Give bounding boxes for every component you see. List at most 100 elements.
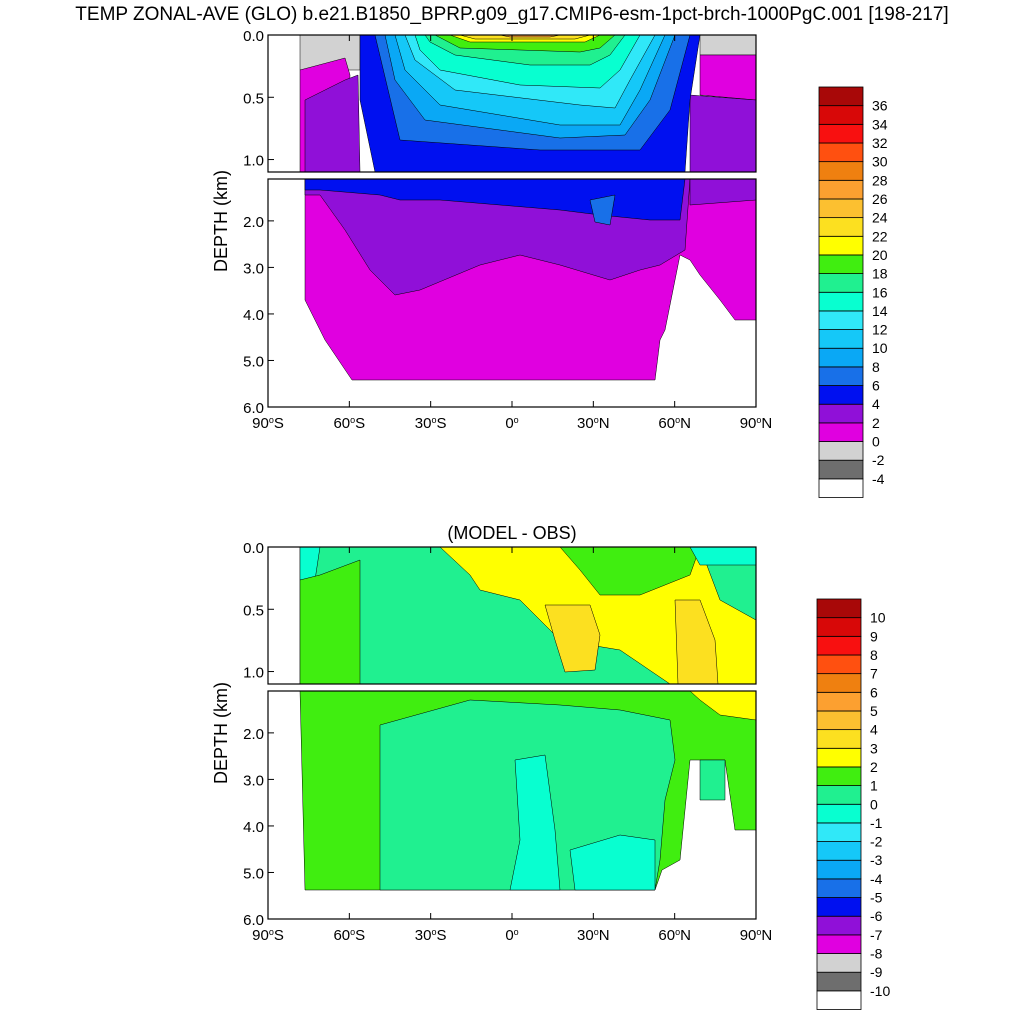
x-tick-label: 60oS <box>333 415 365 432</box>
colorbar-label: -2 <box>870 834 883 850</box>
colorbar-swatch <box>816 617 862 637</box>
x-tick-label: 60oS <box>333 927 365 944</box>
colorbar-label: 7 <box>870 666 878 682</box>
colorbar-swatch <box>818 329 864 349</box>
colorbar-label: -9 <box>870 964 883 980</box>
colorbar-swatch <box>816 971 862 992</box>
colorbar-label: -1 <box>870 815 883 831</box>
colorbar-label: 0 <box>870 796 878 812</box>
colorbar-label: 0 <box>872 434 880 450</box>
colorbar-swatch <box>816 897 862 917</box>
colorbar-swatch <box>816 822 862 842</box>
x-tick-label: 60oN <box>658 927 691 944</box>
y-tick-label: 5.0 <box>243 353 264 370</box>
colorbar-label: 10 <box>872 340 888 356</box>
contour-region <box>699 54 756 101</box>
colorbar-label: 9 <box>870 628 878 644</box>
colorbar-swatch <box>816 785 862 805</box>
colorbar-swatch <box>818 235 864 256</box>
colorbar-label: 6 <box>870 684 878 700</box>
y-tick-label: 6.0 <box>243 400 264 417</box>
x-tick-label: 0o <box>505 415 518 432</box>
colorbar-swatch <box>818 441 864 461</box>
x-tick-label: 90oN <box>740 415 773 432</box>
colorbar-swatch <box>818 291 864 312</box>
y-tick-label: 3.0 <box>243 772 264 789</box>
colorbar-swatch <box>816 635 862 656</box>
colorbar-swatch <box>818 366 864 386</box>
contour-region <box>689 179 756 206</box>
x-tick-label: 90oN <box>740 927 773 944</box>
colorbar-label: -10 <box>870 983 890 999</box>
colorbar-label: -6 <box>870 908 883 924</box>
contour-fill <box>299 35 756 381</box>
colorbar-label: -4 <box>872 471 885 487</box>
y-axis-label: DEPTH (km) <box>211 170 231 272</box>
x-tick-label: 30oS <box>415 927 447 944</box>
figure-title: TEMP ZONAL-AVE (GLO) b.e21.B1850_BPRP.g0… <box>75 4 949 25</box>
colorbar-label: 36 <box>872 98 888 114</box>
x-tick-label: 30oN <box>577 415 610 432</box>
colorbar-label: -5 <box>870 890 883 906</box>
x-tick-label: 60oN <box>658 415 691 432</box>
y-tick-label: 1.0 <box>243 153 264 170</box>
contour-region <box>699 35 756 56</box>
colorbar-label: 14 <box>872 303 888 319</box>
colorbar-swatch <box>818 198 864 219</box>
colorbar-label: 2 <box>870 759 878 775</box>
colorbar-swatch <box>816 990 862 1010</box>
colorbar-swatch <box>818 310 864 330</box>
colorbar-label: -3 <box>870 852 883 868</box>
y-tick-label: 2.0 <box>243 214 264 231</box>
colorbar-swatch <box>818 403 864 424</box>
colorbar-swatch <box>816 803 862 824</box>
colorbar-swatch <box>818 273 864 293</box>
colorbar-swatch <box>816 729 862 749</box>
colorbar-label: 18 <box>872 266 888 282</box>
contour-region <box>689 691 756 721</box>
colorbar-swatch <box>816 710 862 731</box>
contour-region <box>509 754 561 891</box>
y-tick-label: 0.0 <box>243 540 264 557</box>
x-tick-label: 30oN <box>577 927 610 944</box>
contour-region <box>544 604 601 673</box>
colorbar-swatch <box>818 86 864 107</box>
contour-region <box>299 559 361 684</box>
colorbar-label: 34 <box>872 116 888 132</box>
colorbar-label: -2 <box>872 452 885 468</box>
colorbar-swatch <box>816 598 862 619</box>
colorbar-label: 28 <box>872 172 888 188</box>
colorbar-label: 22 <box>872 228 888 244</box>
colorbar-swatch <box>816 747 862 768</box>
colorbar-label: 24 <box>872 210 888 226</box>
colorbar-label: -4 <box>870 871 883 887</box>
x-tick-label: 30oS <box>415 415 447 432</box>
colorbar-label: 1 <box>870 778 878 794</box>
y-tick-label: 4.0 <box>243 307 264 324</box>
colorbar-swatch <box>816 841 862 861</box>
contour-region <box>689 94 756 172</box>
contour-region <box>559 547 701 596</box>
y-tick-label: 3.0 <box>243 260 264 277</box>
colorbar-swatch <box>818 254 864 275</box>
contour-region <box>674 599 719 684</box>
contour-region <box>304 179 686 221</box>
colorbar-swatch <box>818 217 864 237</box>
colorbar-label: 32 <box>872 135 888 151</box>
colorbar-swatch <box>818 422 864 442</box>
colorbar-label: 26 <box>872 191 888 207</box>
colorbar-label: 10 <box>870 610 886 626</box>
colorbar-swatch <box>816 878 862 898</box>
y-tick-label: 5.0 <box>243 865 264 882</box>
x-tick-label: 0o <box>505 927 518 944</box>
colorbar-label: 30 <box>872 154 888 170</box>
colorbar-label: -7 <box>870 927 883 943</box>
y-tick-label: 2.0 <box>243 726 264 743</box>
colorbar-swatch <box>818 459 864 480</box>
